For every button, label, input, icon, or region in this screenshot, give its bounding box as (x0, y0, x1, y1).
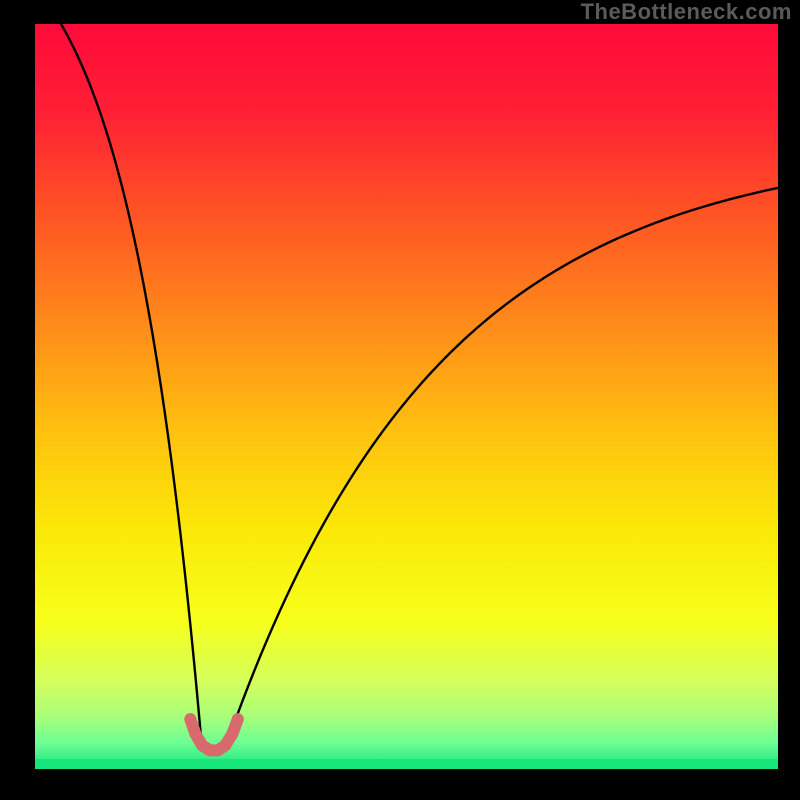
baseline-strip (35, 759, 778, 769)
bottleneck-chart (0, 0, 800, 800)
gradient-background (35, 24, 778, 769)
